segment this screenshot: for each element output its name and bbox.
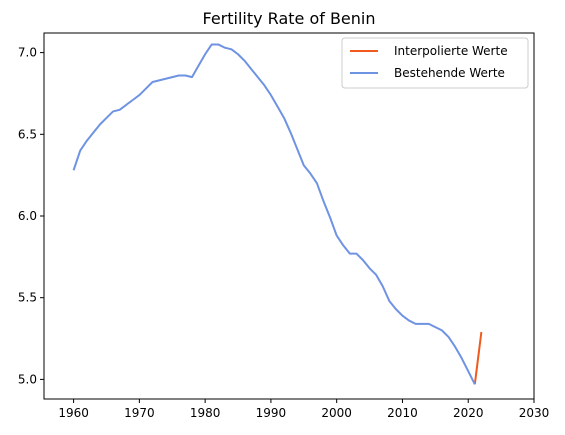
x-tick-label: 2010 — [387, 406, 418, 420]
y-axis: 5.0 5.5 6.0 6.5 7.0 — [18, 46, 44, 387]
legend-label-interpolated: Interpolierte Werte — [394, 44, 508, 58]
x-tick-label: 1970 — [124, 406, 155, 420]
plot-lines — [74, 44, 482, 384]
x-tick-label: 1980 — [190, 406, 221, 420]
series-line-interpolated — [475, 332, 482, 384]
y-tick-label: 5.0 — [18, 372, 37, 386]
legend-label-existing: Bestehende Werte — [394, 66, 505, 80]
x-tick-label: 1990 — [256, 406, 287, 420]
y-tick-label: 6.5 — [18, 127, 37, 141]
x-tick-label: 2020 — [453, 406, 484, 420]
y-tick-label: 6.0 — [18, 209, 37, 223]
x-tick-label: 2000 — [321, 406, 352, 420]
x-tick-label: 1960 — [58, 406, 89, 420]
y-tick-label: 5.5 — [18, 291, 37, 305]
series-line-existing — [74, 44, 475, 384]
chart-title: Fertility Rate of Benin — [202, 9, 375, 28]
x-tick-label: 2030 — [519, 406, 550, 420]
x-axis: 1960 1970 1980 1990 2000 2010 2020 2030 — [58, 399, 549, 420]
legend: Interpolierte Werte Bestehende Werte — [342, 38, 528, 88]
y-tick-label: 7.0 — [18, 46, 37, 60]
